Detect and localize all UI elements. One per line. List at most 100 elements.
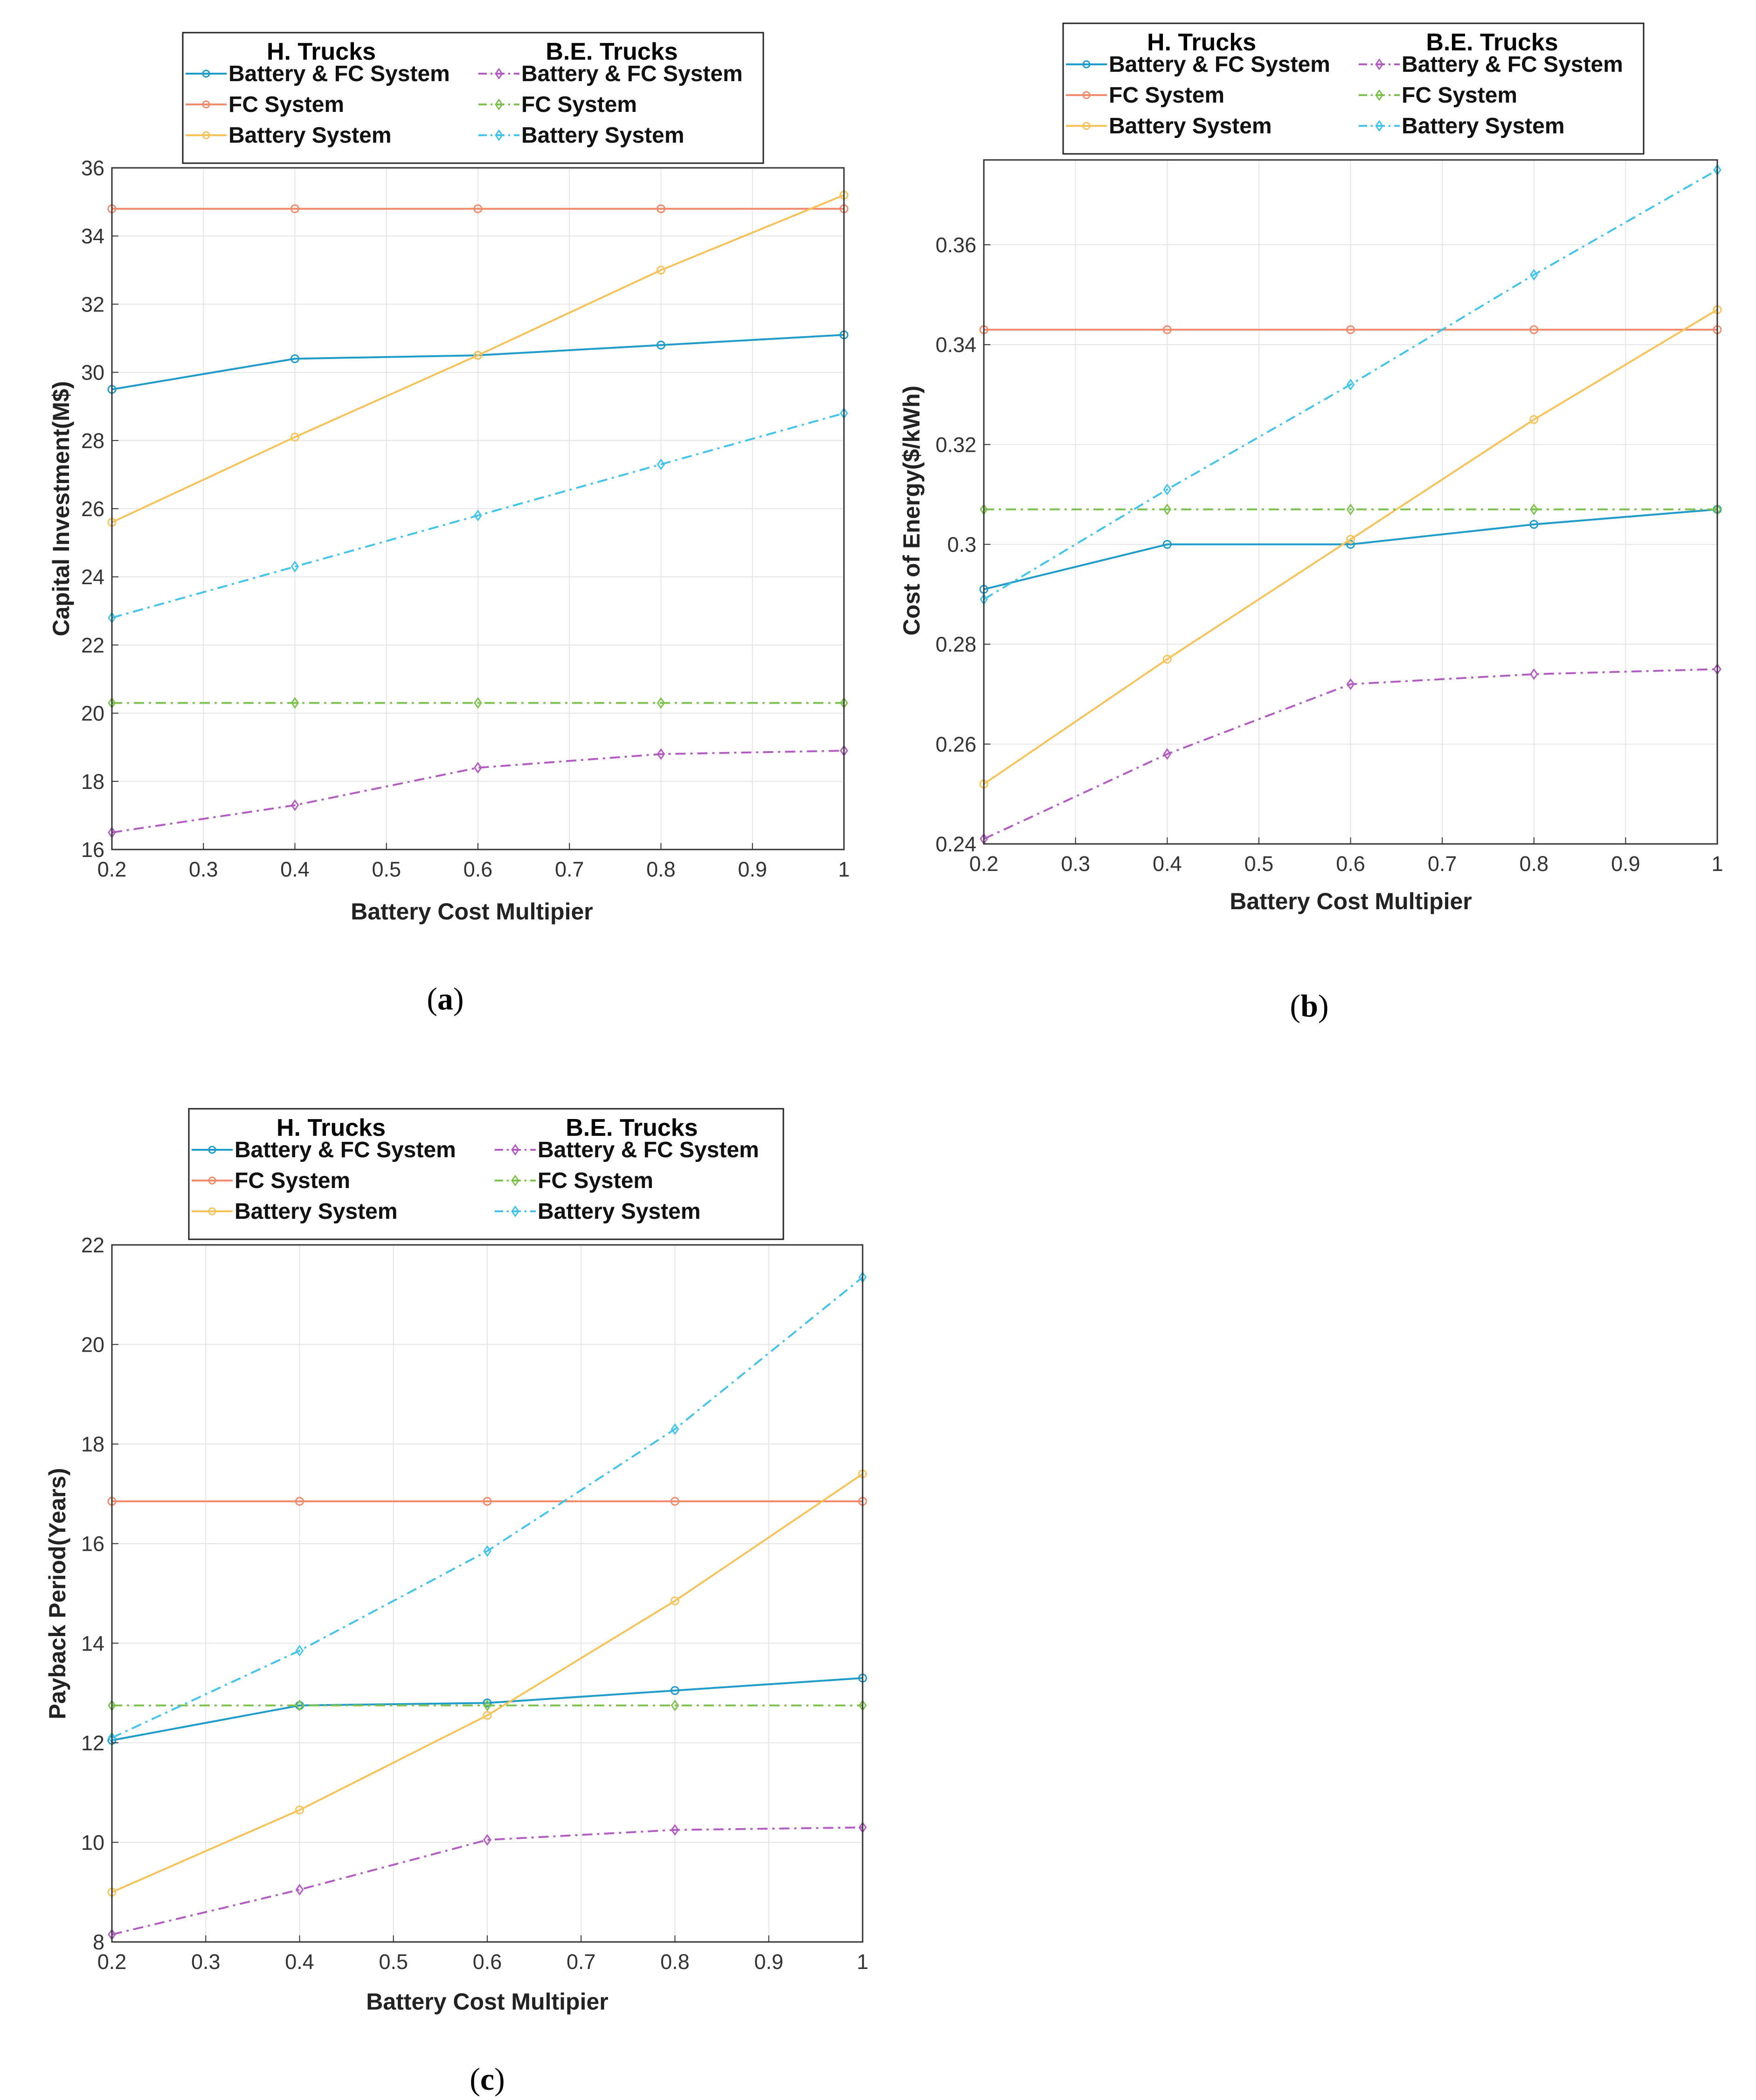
legend-label-be-batt-fc-c: Battery & FC System xyxy=(538,1138,759,1162)
data-point-h-batt xyxy=(1162,655,1172,664)
data-point-h-fc xyxy=(290,204,299,214)
legend-label-h-batt-c: Battery System xyxy=(235,1199,398,1224)
data-point-h-batt-fc xyxy=(657,340,665,350)
legend-entry-h-batt-b: Battery System xyxy=(1066,114,1272,138)
legend-label-be-fc-a: FC System xyxy=(521,92,637,117)
legend-header-h-b: H. Trucks xyxy=(1147,29,1256,56)
data-point-be-batt-fc xyxy=(474,761,482,774)
x-tick-label: 0.6 xyxy=(463,857,493,881)
data-point-h-batt xyxy=(657,265,665,275)
data-point-be-batt-fc xyxy=(1529,668,1538,680)
x-tick-label: 0.7 xyxy=(567,1950,596,1974)
data-point-be-batt-fc xyxy=(1163,748,1172,760)
tick-labels-a: 0.2 0.3 0.4 0.5 0.6 0.7 0.8 0.9 1 16 18 20 22 24 26 28 3… xyxy=(81,156,850,881)
y-tick-label: 24 xyxy=(81,565,104,589)
data-point-h-batt-fc xyxy=(1529,520,1539,529)
legend-label-h-batt-fc-b: Battery & FC System xyxy=(1109,52,1330,77)
legend-label-h-fc-a: FC System xyxy=(228,92,344,117)
y-tick-label: 22 xyxy=(81,633,104,657)
series-line-h-batt xyxy=(111,1473,864,1893)
x-tick-label: 0.9 xyxy=(754,1950,783,1974)
y-tick-label: 14 xyxy=(81,1631,104,1655)
x-tick-label: 0.5 xyxy=(372,857,401,881)
series-line-be-batt xyxy=(983,169,1718,601)
data-point-h-fc xyxy=(473,204,483,214)
y-axis-label-a: Capital Investment(M$) xyxy=(48,381,74,636)
data-point-be-batt xyxy=(295,1644,304,1657)
data-point-be-batt-fc xyxy=(295,1884,304,1896)
legend-header-be-b: B.E. Trucks xyxy=(1426,29,1558,56)
x-tick-label: 0.5 xyxy=(1244,852,1274,876)
series-line-be-batt-fc xyxy=(983,668,1718,840)
legend-box-c xyxy=(188,1108,784,1240)
caption-open-a: ( xyxy=(427,981,437,1016)
x-tick-label: 0.4 xyxy=(280,857,310,881)
x-axis-label-a: Battery Cost Multipier xyxy=(351,898,593,925)
caption-close-c: ) xyxy=(494,2061,505,2097)
x-tick-label: 0.3 xyxy=(1061,852,1090,876)
series-layer-c xyxy=(107,1271,867,1941)
data-point-be-batt-fc xyxy=(290,799,299,811)
data-point-be-batt xyxy=(1163,484,1172,496)
x-tick-label: 0.3 xyxy=(191,1950,221,1974)
y-tick-label: 22 xyxy=(81,1233,104,1257)
legend-marker-be-batt-fc-c xyxy=(511,1144,519,1156)
y-tick-label: 20 xyxy=(81,702,104,725)
legend-entry-be-batt-fc-b: Battery & FC System xyxy=(1359,52,1623,77)
series-line-h-batt xyxy=(983,309,1718,785)
y-tick-label: 20 xyxy=(81,1333,104,1357)
legend-marker-h-fc-b xyxy=(1082,91,1091,99)
legend-label-h-fc-c: FC System xyxy=(235,1168,350,1193)
data-point-be-batt xyxy=(474,510,482,522)
legend-entry-h-batt-c: Battery System xyxy=(192,1199,398,1224)
y-tick-label: 16 xyxy=(81,1532,104,1556)
data-point-h-batt xyxy=(483,1711,492,1720)
series-line-be-batt-fc xyxy=(111,750,844,834)
legend-label-be-batt-c: Battery System xyxy=(538,1199,701,1224)
legend-label-be-batt-b: Battery System xyxy=(1402,114,1565,138)
data-point-h-batt xyxy=(1529,415,1539,424)
caption-close-b: ) xyxy=(1318,988,1329,1023)
legend-marker-h-batt-fc-c xyxy=(208,1146,216,1154)
x-tick-label: 0.7 xyxy=(1428,852,1457,876)
x-tick-label: 0.7 xyxy=(555,857,584,881)
panel-caption-c: (c) xyxy=(470,2061,505,2097)
data-point-h-fc xyxy=(1529,325,1539,334)
x-tick-label: 0.6 xyxy=(1336,852,1365,876)
legend-label-h-batt-fc-c: Battery & FC System xyxy=(235,1138,456,1162)
series-line-h-batt-fc xyxy=(111,1677,863,1741)
y-tick-label: 0.36 xyxy=(935,233,976,257)
legend-entry-be-fc-a: FC System xyxy=(478,92,637,117)
legend-entry-h-fc-b: FC System xyxy=(1066,83,1224,108)
series-line-h-batt xyxy=(111,194,844,524)
x-tick-label: 0.8 xyxy=(1519,852,1549,876)
chart-panel-c: 0.2 0.3 0.4 0.5 0.6 0.7 0.8 0.9 1810121416182022… xyxy=(44,1108,869,2097)
data-point-be-batt xyxy=(290,560,299,573)
y-tick-label: 12 xyxy=(81,1731,104,1755)
x-tick-label: 0.2 xyxy=(97,1950,127,1974)
legend-entry-h-batt-fc-b: Battery & FC System xyxy=(1066,52,1330,77)
data-point-h-batt-fc xyxy=(671,1686,679,1695)
x-tick-label: 0.2 xyxy=(969,852,999,876)
legend-marker-be-batt-fc-b xyxy=(1375,58,1383,70)
legend-label-h-batt-fc-a: Battery & FC System xyxy=(228,62,450,86)
legend-marker-be-fc-c xyxy=(511,1174,519,1187)
legend-marker-be-batt-b xyxy=(1375,120,1383,132)
data-point-be-batt-fc xyxy=(483,1834,491,1846)
legend-label-be-batt-a: Battery System xyxy=(521,123,684,148)
x-tick-label: 0.4 xyxy=(285,1950,314,1974)
y-tick-label: 32 xyxy=(81,292,104,316)
legend-label-be-batt-fc-a: Battery & FC System xyxy=(521,62,743,86)
legend-box-a xyxy=(182,32,764,164)
legend-entry-be-batt-a: Battery System xyxy=(478,123,684,148)
data-point-h-batt-fc xyxy=(483,1698,492,1707)
caption-open-c: ( xyxy=(470,2061,480,2097)
y-tick-label: 0.24 xyxy=(935,832,976,856)
legend-c: H. Trucks B.E. Trucks Battery & FC Syste… xyxy=(188,1108,784,1240)
data-point-h-fc xyxy=(295,1497,304,1506)
legend-entry-h-batt-fc-c: Battery & FC System xyxy=(192,1138,456,1162)
legend-label-h-fc-b: FC System xyxy=(1109,83,1224,108)
legend-marker-be-batt-c xyxy=(511,1205,519,1217)
